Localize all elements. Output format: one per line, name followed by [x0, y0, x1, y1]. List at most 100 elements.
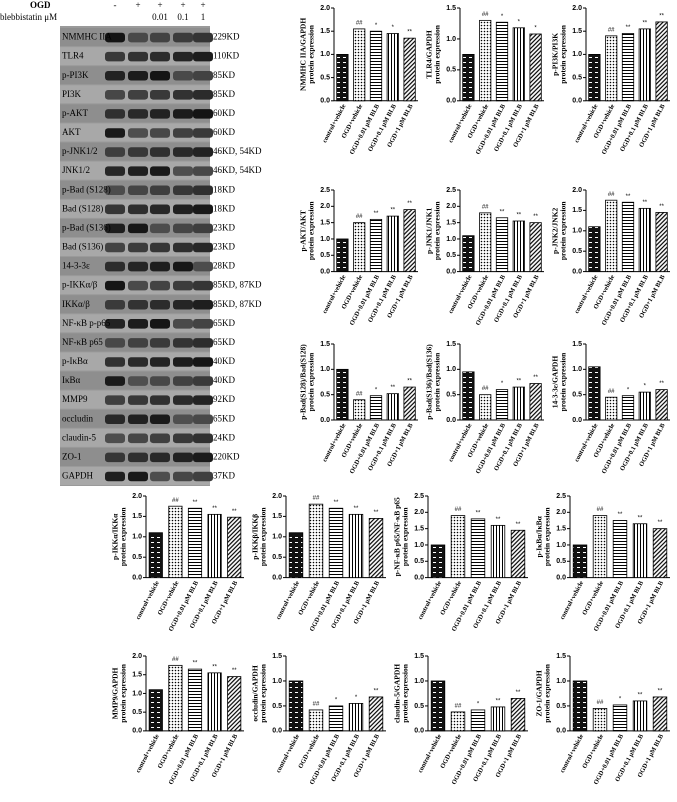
significance-label: ##	[455, 507, 462, 513]
blot-band	[173, 70, 193, 81]
y-tick-label: 0.5	[320, 392, 330, 399]
bar	[655, 389, 668, 421]
blot-band	[105, 433, 125, 444]
blebbistatin-dose: 0.1	[177, 12, 188, 22]
y-axis-label: ZO-1/GAPDH	[535, 670, 544, 716]
blot-band	[150, 70, 170, 81]
blot-row-label: p-AKT	[62, 108, 88, 118]
blot-band	[193, 338, 213, 348]
significance-label: **	[476, 510, 481, 516]
blot-band	[105, 242, 125, 253]
bar	[510, 698, 526, 732]
blot-row-label: Bad (S136)	[62, 242, 103, 252]
bar	[529, 383, 542, 421]
blot-size-label: 40KD	[213, 356, 235, 366]
y-tick-label: 0.5	[572, 74, 582, 81]
blot-band	[150, 147, 170, 157]
significance-label: ##	[455, 703, 462, 709]
blot-band	[173, 280, 193, 291]
blot-band	[105, 70, 125, 81]
blot-band	[193, 147, 213, 157]
y-axis-label: protein expression	[307, 201, 316, 261]
significance-label: **	[354, 506, 359, 512]
blot-band	[150, 471, 170, 482]
y-tick-label: 1.0	[556, 542, 566, 549]
bar	[450, 515, 466, 578]
y-tick-label: 0.5	[446, 252, 456, 259]
blot-row-label: claudin-5	[62, 432, 96, 442]
y-tick-label: 2.5	[556, 493, 566, 500]
blot-band	[173, 185, 193, 195]
blot-row-label: NMMHC IIA	[62, 32, 112, 42]
blot-size-label: 24KD	[213, 432, 235, 442]
blot-band	[105, 109, 125, 119]
significance-label: ##	[482, 204, 489, 210]
y-tick-label: 0.0	[320, 268, 330, 275]
bar	[450, 711, 466, 732]
y-axis-label: p-AKT/AKT	[299, 210, 308, 251]
bar	[462, 371, 475, 421]
y-tick-label: 1.5	[572, 28, 582, 35]
blot-band	[105, 261, 125, 272]
blot-band	[193, 90, 213, 100]
y-tick-label: 0.5	[556, 703, 566, 710]
y-tick-label: 2.5	[320, 187, 330, 194]
blot-size-label: 110KD	[213, 51, 240, 61]
significance-label: **	[618, 512, 623, 518]
y-tick-label: 1.0	[572, 366, 582, 373]
significance-label: ##	[608, 389, 615, 395]
ogd-mark: +	[200, 0, 205, 10]
blot-band	[193, 166, 213, 176]
y-tick-label: 1.0	[572, 228, 582, 235]
significance-label: **	[390, 208, 395, 214]
blebbistatin-dose: 1	[201, 12, 206, 22]
significance-label: **	[407, 30, 412, 36]
bar	[510, 529, 526, 578]
bar	[308, 709, 324, 732]
bar	[495, 217, 509, 273]
bar	[368, 696, 384, 732]
y-tick-label: 1.5	[414, 525, 424, 532]
blot-row-label: p-IKKα/β	[62, 280, 98, 290]
significance-label: **	[516, 379, 521, 385]
y-tick-label: 0.0	[446, 417, 456, 424]
blot-band	[105, 395, 125, 405]
bar	[462, 54, 475, 102]
blot-band	[128, 128, 148, 138]
blot-band	[105, 338, 125, 348]
y-tick-label: 1.5	[272, 653, 282, 660]
y-tick-label: 0.0	[556, 574, 566, 581]
bar	[592, 708, 608, 732]
blot-band	[105, 32, 125, 43]
bar	[572, 544, 588, 579]
blot-row-label: p-Bad (S136)	[62, 222, 111, 232]
bar	[386, 393, 399, 421]
bar	[430, 544, 446, 579]
blot-band	[193, 452, 213, 463]
blot-band	[173, 319, 193, 329]
bar	[638, 28, 651, 102]
bar	[369, 218, 383, 273]
significance-label: **	[374, 510, 379, 516]
blot-band	[193, 299, 213, 310]
blot-row-label: IKKα/β	[62, 299, 90, 309]
significance-label: **	[659, 13, 664, 19]
y-tick-label: 1.0	[132, 534, 142, 541]
bar	[605, 396, 618, 421]
significance-label: ##	[356, 391, 363, 397]
blot-band	[193, 261, 213, 272]
blot-band	[173, 109, 193, 119]
bar	[308, 503, 324, 579]
blot-band	[193, 185, 213, 195]
blot-row-label: ZO-1	[62, 451, 82, 461]
bar	[328, 507, 344, 578]
significance-label: **	[232, 668, 237, 674]
blot-band	[105, 51, 125, 62]
blot-size-label: 23KD	[213, 242, 235, 252]
y-tick-label: 0.0	[272, 574, 282, 581]
significance-label: **	[642, 200, 647, 206]
blot-band	[150, 299, 170, 310]
significance-label: **	[390, 385, 395, 391]
x-tick-label: control+vehicle	[135, 733, 161, 774]
